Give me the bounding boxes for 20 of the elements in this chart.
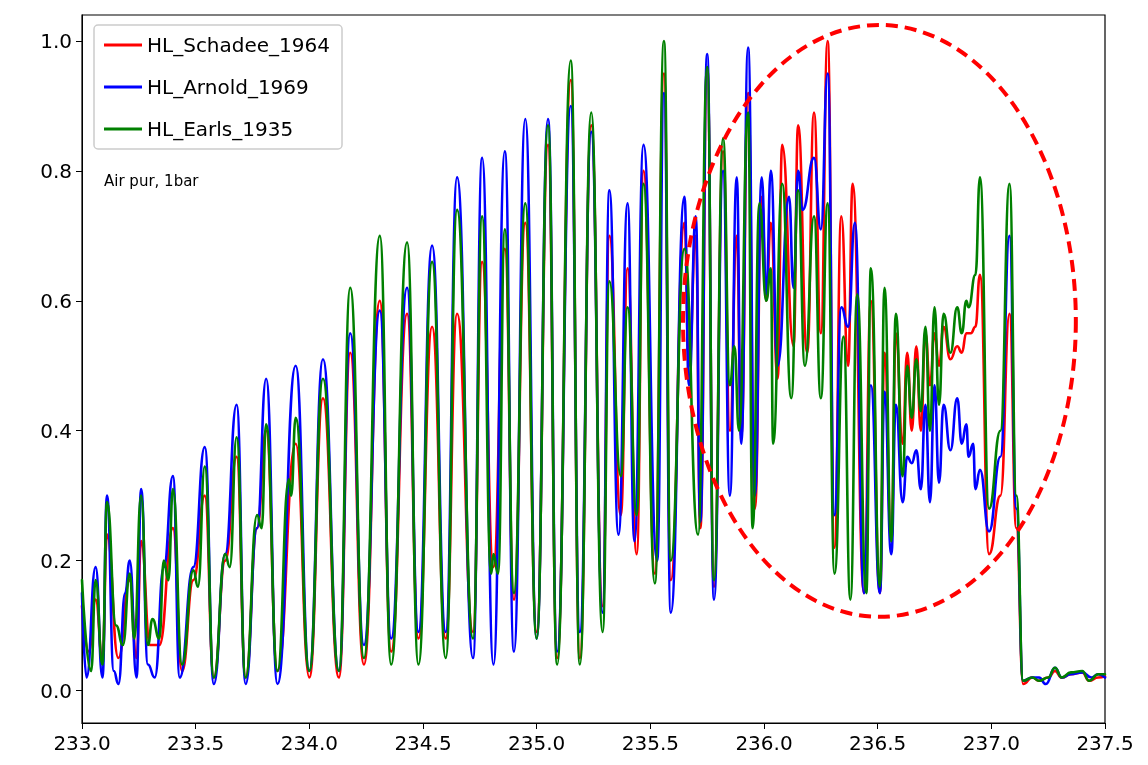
y-tick-label: 0.8 (40, 158, 72, 183)
y-tick-label: 0.2 (40, 548, 72, 573)
x-tick-label: 233.0 (53, 731, 111, 755)
x-tick-label: 237.0 (962, 731, 1020, 755)
y-tick-label: 0.0 (40, 678, 72, 703)
legend-label: HL_Arnold_1969 (147, 75, 309, 99)
x-tick-label: 237.5 (1076, 731, 1134, 755)
legend-label: HL_Schadee_1964 (147, 33, 331, 57)
y-tick-label: 0.6 (40, 288, 72, 313)
legend-label: HL_Earls_1935 (147, 117, 294, 141)
y-tick-label: 0.4 (40, 418, 72, 443)
y-tick-label: 1.0 (40, 28, 72, 53)
x-tick-label: 236.0 (735, 731, 793, 755)
x-tick-label: 236.5 (849, 731, 907, 755)
x-tick-label: 235.0 (508, 731, 566, 755)
annotation: Air pur, 1bar (104, 171, 200, 190)
x-tick-label: 233.5 (167, 731, 225, 755)
x-tick-label: 234.5 (394, 731, 452, 755)
x-tick-label: 235.5 (621, 731, 679, 755)
x-tick-label: 234.0 (280, 731, 338, 755)
